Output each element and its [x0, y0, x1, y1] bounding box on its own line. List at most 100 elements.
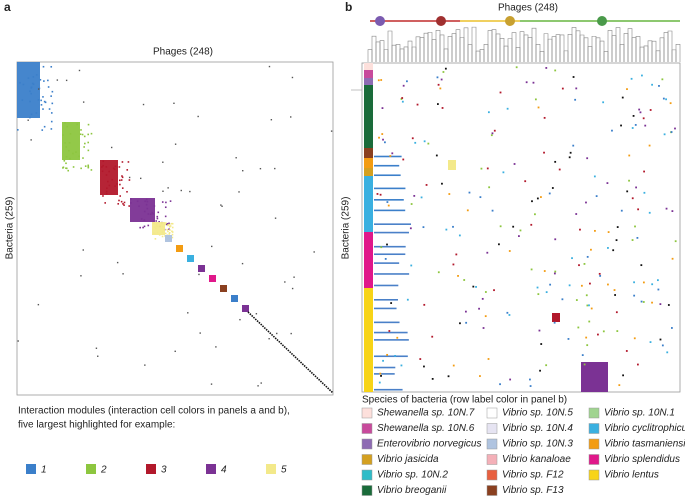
dendrogram-branch [587, 46, 593, 62]
dendrogram-branch [375, 41, 381, 62]
interaction-cell [139, 226, 141, 229]
row-band [374, 366, 396, 369]
row-label-strip [364, 158, 373, 168]
interaction-cell [595, 195, 598, 198]
interaction-cell [64, 122, 66, 124]
dendrogram-branch [479, 49, 485, 62]
interaction-cell [583, 363, 586, 366]
interaction-cell [153, 226, 156, 229]
legend-label: Enterovibrio norvegicus [377, 439, 482, 450]
interaction-cell [168, 223, 171, 226]
dendrogram-branch [463, 27, 469, 62]
interaction-cell [65, 79, 68, 82]
dendrogram-branch [411, 46, 417, 62]
interaction-cell [400, 98, 403, 100]
interaction-cell [108, 184, 111, 187]
interaction-cell [431, 335, 434, 338]
dendrogram-branch [431, 39, 437, 62]
interaction-cell [602, 330, 605, 333]
interaction-cell [545, 364, 548, 367]
interaction-cell [140, 218, 143, 220]
dendrogram-branch [543, 33, 549, 62]
dendrogram-branch [371, 35, 377, 62]
legend-swatch [588, 438, 600, 450]
row-label-strip [364, 176, 373, 232]
interaction-cell [508, 314, 511, 316]
interaction-cell [472, 285, 475, 288]
interaction-cell [87, 149, 90, 152]
interaction-cell [31, 82, 34, 85]
interaction-cell [120, 200, 123, 203]
interaction-cell [499, 383, 501, 386]
interaction-cell [633, 337, 636, 340]
legend-label: 4 [221, 465, 227, 476]
row-band [374, 388, 403, 391]
legend-label: Vibrio cyclitrophicus [604, 423, 685, 434]
interaction-cell [648, 211, 651, 214]
interaction-cell [122, 203, 124, 205]
interaction-cell [419, 358, 422, 360]
legend-label: Vibrio sp. 10N.4 [502, 423, 573, 434]
row-band [374, 307, 397, 310]
interaction-cell [525, 81, 528, 84]
interaction-cell [663, 133, 666, 136]
interaction-cell [105, 174, 108, 176]
dendrogram-branch [555, 34, 561, 62]
dendrogram-branch [423, 32, 429, 62]
interaction-cell [81, 133, 84, 136]
dendrogram-branch [391, 44, 397, 62]
interaction-cell [162, 190, 164, 192]
interaction-cell [384, 258, 387, 260]
legend-swatch [26, 464, 36, 474]
interaction-cell [616, 226, 619, 228]
interaction-cell [452, 225, 454, 228]
interaction-cell [598, 272, 601, 275]
interaction-cell [116, 183, 118, 185]
x-axis-label: Phages (248) [153, 47, 213, 58]
interaction-cell [164, 232, 167, 235]
interaction-cell [87, 166, 90, 169]
legend-swatch [361, 438, 373, 450]
interaction-cell [122, 273, 124, 275]
interaction-cell [104, 202, 106, 204]
dendrogram-branch [395, 44, 401, 62]
interaction-cell [486, 167, 489, 170]
interaction-cell [378, 136, 380, 139]
interaction-cell [630, 77, 633, 80]
interaction-cell [69, 157, 71, 160]
interaction-cell [171, 226, 174, 229]
interaction-cell [586, 304, 589, 307]
dendrogram-branch [559, 34, 565, 62]
interaction-cell [143, 219, 146, 221]
interaction-cell [532, 81, 535, 84]
dendrogram-branch [571, 27, 577, 62]
interaction-cell [110, 146, 113, 149]
interaction-cell [198, 273, 200, 276]
interaction-cell [168, 228, 170, 231]
interaction-cell [380, 375, 382, 377]
interaction-cell [68, 142, 71, 144]
interaction-cell [169, 225, 172, 227]
y-axis-label: Bacteria (259) [5, 197, 16, 260]
interaction-cell [291, 76, 294, 79]
interaction-cell [480, 167, 483, 170]
clade-node [505, 16, 515, 26]
interaction-cell [128, 205, 130, 207]
interaction-cell [536, 286, 539, 289]
interaction-cell [121, 161, 124, 163]
interaction-cell [27, 77, 30, 79]
interaction-cell [465, 321, 468, 324]
interaction-cell [540, 343, 543, 345]
legend-swatch [486, 407, 498, 419]
interaction-cell [143, 225, 146, 228]
dendrogram-branch [483, 44, 489, 62]
interaction-cell [165, 201, 167, 204]
interaction-cell [586, 157, 589, 160]
dendrogram-branch [387, 30, 393, 62]
interaction-cell [441, 182, 443, 185]
legend-swatch [588, 407, 600, 419]
interaction-cell [118, 199, 120, 202]
dendrogram-branch [503, 45, 509, 62]
interaction-cell [631, 197, 634, 200]
legend-swatch [486, 454, 498, 465]
